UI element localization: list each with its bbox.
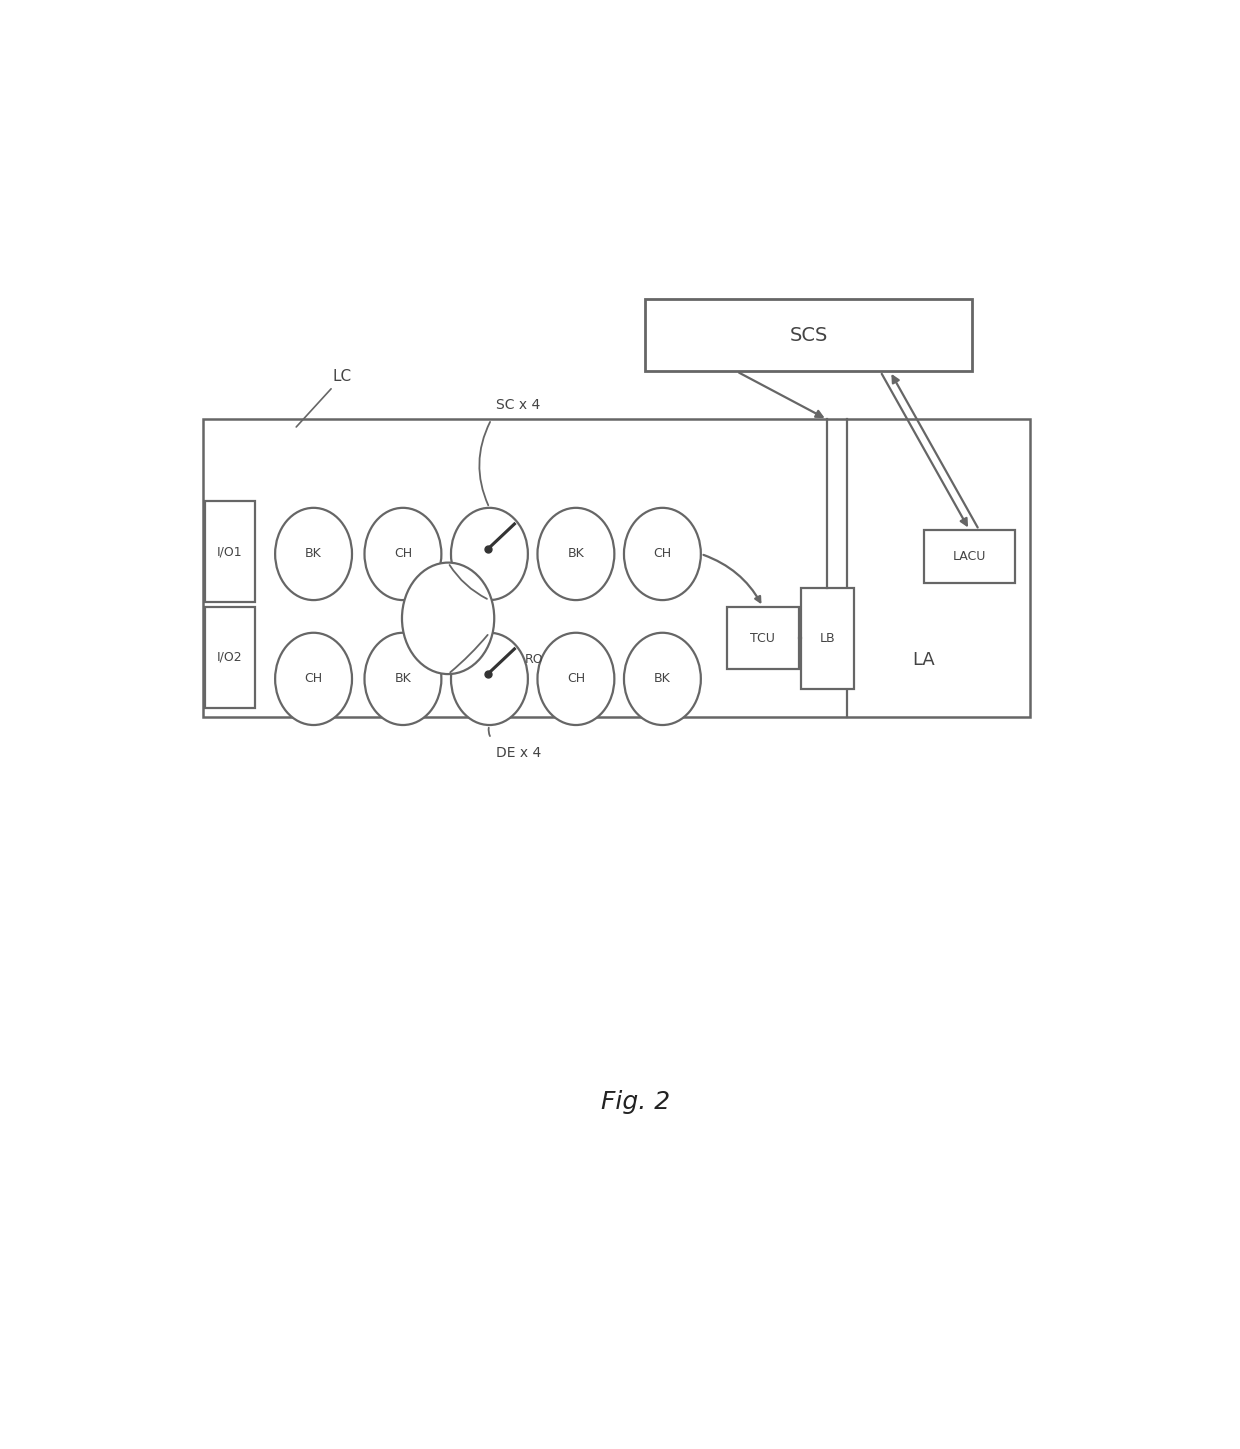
Text: I/O2: I/O2 <box>217 651 243 664</box>
Bar <box>205 607 255 707</box>
Ellipse shape <box>275 507 352 600</box>
Ellipse shape <box>365 507 441 600</box>
Bar <box>203 419 1029 717</box>
Ellipse shape <box>624 633 701 724</box>
Ellipse shape <box>451 507 528 600</box>
Ellipse shape <box>624 507 701 600</box>
Text: Fig. 2: Fig. 2 <box>601 1090 670 1114</box>
Ellipse shape <box>451 633 528 724</box>
Text: DE x 4: DE x 4 <box>496 746 542 759</box>
Bar <box>645 300 972 371</box>
Bar <box>727 607 799 669</box>
Ellipse shape <box>537 507 614 600</box>
Bar <box>924 530 1016 582</box>
Text: BK: BK <box>653 672 671 685</box>
Text: CH: CH <box>567 672 585 685</box>
Text: CH: CH <box>394 548 412 561</box>
Ellipse shape <box>365 633 441 724</box>
Ellipse shape <box>275 633 352 724</box>
Ellipse shape <box>402 562 495 674</box>
Bar <box>801 588 853 688</box>
Bar <box>205 501 255 601</box>
Text: RO: RO <box>525 653 543 667</box>
Text: CH: CH <box>653 548 672 561</box>
Text: LC: LC <box>296 369 352 427</box>
Text: I/O1: I/O1 <box>217 545 243 558</box>
Text: BK: BK <box>568 548 584 561</box>
Text: LACU: LACU <box>952 549 986 562</box>
Text: SCS: SCS <box>790 326 827 345</box>
Text: BK: BK <box>305 548 322 561</box>
Text: LA: LA <box>913 651 935 668</box>
Ellipse shape <box>537 633 614 724</box>
Text: CH: CH <box>305 672 322 685</box>
Text: TCU: TCU <box>750 632 775 645</box>
Text: LB: LB <box>820 632 835 645</box>
Text: SC x 4: SC x 4 <box>496 398 541 412</box>
Text: BK: BK <box>394 672 412 685</box>
